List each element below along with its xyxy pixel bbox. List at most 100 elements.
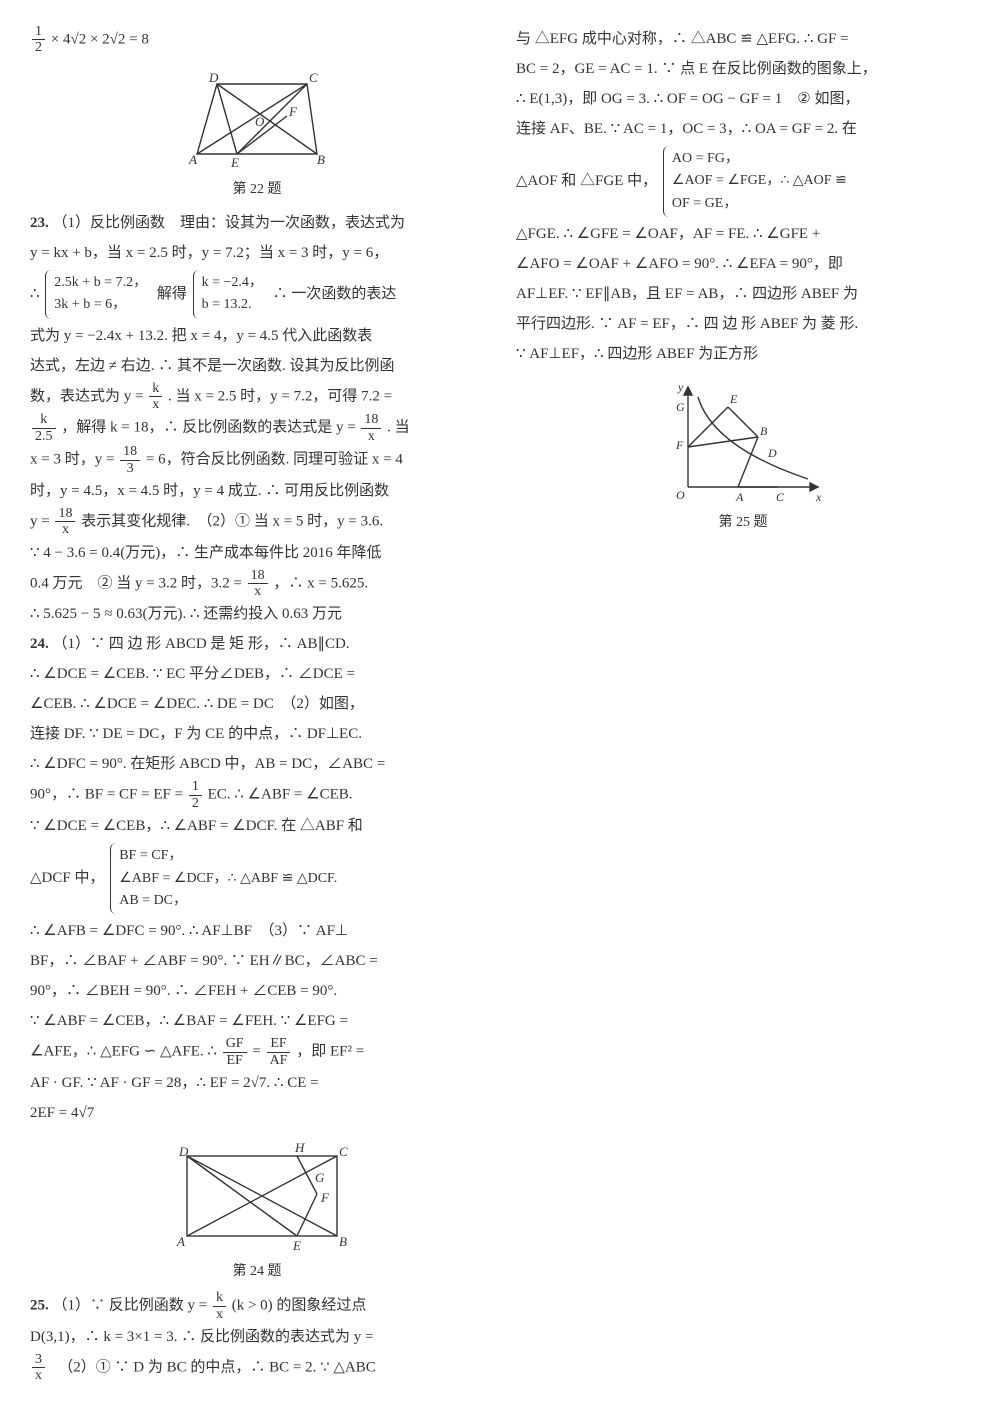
q23-l8a: x = 3 时，y =: [30, 451, 114, 467]
q24-l6b: EC. ∴ ∠ABF = ∠CEB.: [208, 787, 353, 803]
q25-num: 25.: [30, 1298, 49, 1314]
q23-l11: ∵ 4 − 3.6 = 0.4(万元)，∴ 生产成本每件比 2016 年降低: [30, 545, 381, 561]
q25-l11: AF⊥EF. ∵ EF∥AB，且 EF = AB，∴ 四边形 ABEF 为: [516, 286, 858, 302]
q24c-r5a: ∠AFE，∴ △EFG ∽ △AFE. ∴: [30, 1044, 221, 1060]
q23-l10a: y =: [30, 513, 50, 529]
q23-num: 23.: [30, 215, 49, 231]
svg-text:D: D: [208, 70, 219, 85]
q23-l5: 达式，左边 ≠ 右边. ∴ 其不是一次函数. 设其为反比例函: [30, 358, 395, 374]
q23-l7a: ，解得 k = 18，∴ 反比例函数的表达式是 y =: [61, 420, 355, 436]
q25-brace: AO = FG， ∠AOF = ∠FGE，∴ △AOF ≌ OF = GE，: [663, 146, 851, 217]
svg-text:A: A: [188, 152, 197, 167]
figure-24: A B C D E F G H 第 24 题: [30, 1136, 484, 1286]
q25-l13: ∵ AF⊥EF，∴ 四边形 ABEF 为正方形: [516, 346, 758, 362]
q24-left: 24. （1）∵ 四 边 形 ABCD 是 矩 形，∴ AB∥CD. ∴ ∠DC…: [30, 629, 484, 916]
q25-l4: 与 △EFG 成中心对称，∴ △ABC ≌ △EFG. ∴ GF =: [516, 31, 849, 47]
q23-sys-right: k = −2.4， b = 13.2.: [193, 270, 267, 319]
svg-text:O: O: [676, 488, 685, 502]
fig25-svg: O A C x y B D E F G: [658, 377, 828, 507]
q23-l8b: = 6，符合反比例函数. 同理可验证 x = 4: [146, 451, 403, 467]
svg-text:F: F: [288, 104, 298, 119]
q23-l10b: 表示其变化规律. （2）① 当 x = 5 时，y = 3.6.: [81, 513, 383, 529]
q24-l7: ∵ ∠DCE = ∠CEB，∴ ∠ABF = ∠DCF. 在 △ABF 和: [30, 818, 363, 834]
q24-l1: （1）∵ 四 边 形 ABCD 是 矩 形，∴ AB∥CD.: [53, 636, 350, 652]
q23-l13: ∴ 5.625 − 5 ≈ 0.63(万元). ∴ 还需约投入 0.63 万元: [30, 606, 342, 622]
frac-kx-2: kx: [213, 1290, 226, 1322]
svg-text:C: C: [309, 70, 318, 85]
frac-18x-1: 18x: [361, 412, 381, 444]
fig25-caption: 第 25 题: [516, 509, 970, 537]
q24c-r3: 90°，∴ ∠BEH = 90°. ∴ ∠FEH + ∠CEB = 90°.: [30, 983, 337, 999]
q24-l5: ∴ ∠DFC = 90°. 在矩形 ABCD 中，AB = DC，∠ABC =: [30, 756, 385, 772]
svg-text:E: E: [230, 155, 239, 170]
frac-half-2: 12: [189, 779, 202, 811]
fig24-svg: A B C D E F G H: [157, 1136, 357, 1256]
svg-text:G: G: [315, 1170, 325, 1185]
q23: 23. （1）反比例函数 理由：设其为一次函数，表达式为 y = kx + b，…: [30, 208, 484, 630]
q25-l9: △FGE. ∴ ∠GFE = ∠OAF，AF = FE. ∴ ∠GFE +: [516, 226, 820, 242]
svg-text:E: E: [729, 392, 738, 406]
svg-text:F: F: [320, 1190, 330, 1205]
svg-text:D: D: [767, 446, 777, 460]
q25-l1a: （1）∵ 反比例函数 y =: [53, 1298, 208, 1314]
frac-3x: 3x: [32, 1352, 45, 1384]
figure-22: A B C D E F O 第 22 题: [30, 64, 484, 204]
frac-kx-1: kx: [149, 381, 162, 413]
q23-l6a: 数，表达式为 y =: [30, 388, 143, 404]
q24c-r2: BF，∴ ∠BAF + ∠ABF = 90°. ∵ EH∥BC，∠ABC =: [30, 953, 378, 969]
svg-text:B: B: [317, 152, 325, 167]
q25-l5: BC = 2，GE = AC = 1. ∵ 点 E 在反比例函数的图象上，: [516, 61, 877, 77]
svg-text:C: C: [776, 490, 785, 504]
svg-text:H: H: [294, 1140, 305, 1155]
svg-text:y: y: [677, 380, 684, 394]
figure-25: O A C x y B D E F G 第 25 题: [516, 377, 970, 537]
q24-l3: ∠CEB. ∴ ∠DCE = ∠DEC. ∴ DE = DC （2）如图，: [30, 696, 364, 712]
frac-efaf: EFAF: [267, 1036, 291, 1068]
svg-text:A: A: [176, 1234, 185, 1249]
opening-expression: 1 2 ½ × 4√2 × 2√2 = 8 × 4√2 × 2√2 = 8: [30, 24, 484, 56]
svg-text:x: x: [815, 490, 822, 504]
q23-sysmid: 解得: [157, 286, 187, 302]
q25-l7: 连接 AF、BE. ∵ AC = 1，OC = 3，∴ OA = GF = 2.…: [516, 121, 857, 137]
frac-gfef: GFEF: [223, 1036, 247, 1068]
frac-183: 183: [120, 444, 140, 476]
q25-l2: D(3,1)，∴ k = 3×1 = 3. ∴ 反比例函数的表达式为 y =: [30, 1329, 373, 1345]
q24c-r1: ∴ ∠AFB = ∠DFC = 90°. ∴ AF⊥BF （3）∵ AF⊥: [30, 923, 348, 939]
q25-l3b: （2）① ∵ D 为 BC 的中点，∴ BC = 2. ∵ △ABC: [51, 1359, 376, 1375]
svg-text:B: B: [760, 424, 768, 438]
q24-num: 24.: [30, 636, 49, 652]
svg-text:E: E: [292, 1238, 301, 1253]
q24c-r5b: =: [252, 1044, 264, 1060]
q24c-r6: AF · GF. ∵ AF · GF = 28，∴ EF = 2√7. ∴ CE…: [30, 1075, 319, 1091]
q23-l2: y = kx + b，当 x = 2.5 时，y = 7.2；当 x = 3 时…: [30, 245, 388, 261]
q25-l1b: (k > 0) 的图象经过点: [232, 1298, 367, 1314]
q23-p1: （1）反比例函数 理由：设其为一次函数，表达式为: [53, 215, 406, 231]
svg-text:B: B: [339, 1234, 347, 1249]
q23-l9: 时，y = 4.5，x = 4.5 时，y = 4 成立. ∴ 可用反比例函数: [30, 483, 389, 499]
q23-l7b: . 当: [387, 420, 410, 436]
frac-half: 1 2: [32, 24, 45, 56]
q23-l12b: ，∴ x = 5.625.: [273, 575, 368, 591]
svg-text:O: O: [255, 114, 265, 129]
q25-l6: ∴ E(1,3)，即 OG = 3. ∴ OF = OG − GF = 1 ② …: [516, 91, 859, 107]
q23-l6b: . 当 x = 2.5 时，y = 7.2，可得 7.2 =: [168, 388, 392, 404]
q23-l12a: 0.4 万元 ② 当 y = 3.2 时，3.2 =: [30, 575, 242, 591]
frac-18x-2: 18x: [55, 506, 75, 538]
q25-l8lead: △AOF 和 △FGE 中，: [516, 173, 657, 189]
q24-l6a: 90°，∴ BF = CF = EF =: [30, 787, 183, 803]
q24-brace: BF = CF， ∠ABF = ∠DCF，∴ △ABF ≌ △DCF. AB =…: [110, 843, 341, 914]
q25-l12: 平行四边形. ∵ AF = EF，∴ 四 边 形 ABEF 为 菱 形.: [516, 316, 858, 332]
q23-after: ∴ 一次函数的表达: [273, 286, 397, 302]
fig22-svg: A B C D E F O: [177, 64, 337, 174]
q24c-r7: 2EF = 4√7: [30, 1105, 94, 1121]
frac-k25: k2.5: [32, 412, 56, 444]
q24-l4: 连接 DF. ∵ DE = DC，F 为 CE 的中点，∴ DF⊥EC.: [30, 726, 362, 742]
two-column-page: 1 2 ½ × 4√2 × 2√2 = 8 × 4√2 × 2√2 = 8 A …: [30, 24, 970, 1396]
svg-text:A: A: [735, 490, 744, 504]
q24-right: ∴ ∠AFB = ∠DFC = 90°. ∴ AF⊥BF （3）∵ AF⊥ BF…: [30, 916, 484, 1128]
svg-text:F: F: [675, 438, 684, 452]
q23-l4: 式为 y = −2.4x + 13.2. 把 x = 4，y = 4.5 代入此…: [30, 328, 372, 344]
frac-18x-3: 18x: [248, 568, 268, 600]
svg-text:G: G: [676, 400, 685, 414]
q24c-r5c: ，即 EF² =: [296, 1044, 364, 1060]
